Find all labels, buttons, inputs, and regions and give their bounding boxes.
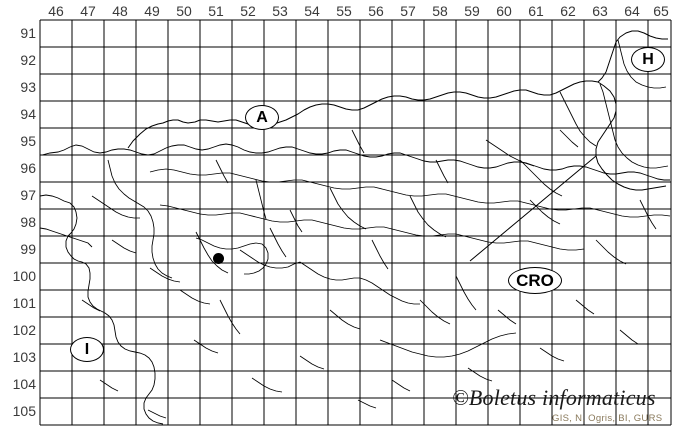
axis-label-x-13: 59 xyxy=(464,3,480,19)
axis-label-x-18: 64 xyxy=(624,3,640,19)
axis-label-x-11: 57 xyxy=(400,3,416,19)
axis-label-x-10: 56 xyxy=(368,3,384,19)
axis-label-x-8: 54 xyxy=(304,3,320,19)
axis-label-x-14: 60 xyxy=(496,3,512,19)
grid-lines xyxy=(39,19,672,426)
axis-label-x-1: 47 xyxy=(80,3,96,19)
country-tag-italy: I xyxy=(70,337,104,362)
occurrence-dot xyxy=(213,253,224,264)
axis-label-x-6: 52 xyxy=(240,3,256,19)
data-source-credit: GIS, N. Ogris, BI, GURS xyxy=(552,413,663,424)
axis-label-y-10: 101 xyxy=(12,295,36,311)
axis-label-y-11: 102 xyxy=(12,322,36,338)
axis-label-x-5: 51 xyxy=(208,3,224,19)
inner-region-outline xyxy=(195,237,269,275)
axis-label-y-12: 103 xyxy=(12,349,36,365)
axis-label-y-4: 95 xyxy=(20,133,36,149)
river-network xyxy=(81,39,671,419)
axis-label-x-0: 46 xyxy=(48,3,64,19)
axis-label-y-3: 94 xyxy=(20,106,36,122)
copyright-label: ©Boletus informaticus xyxy=(452,385,656,410)
axis-label-x-16: 62 xyxy=(560,3,576,19)
axis-label-x-12: 58 xyxy=(432,3,448,19)
axis-label-y-9: 100 xyxy=(12,268,36,284)
axis-label-x-15: 61 xyxy=(528,3,544,19)
axis-label-y-8: 99 xyxy=(20,241,36,257)
axis-label-y-6: 97 xyxy=(20,187,36,203)
axis-label-x-17: 63 xyxy=(592,3,608,19)
axis-label-x-3: 49 xyxy=(144,3,160,19)
axis-label-x-19: 65 xyxy=(653,3,669,19)
axis-label-y-7: 98 xyxy=(20,214,36,230)
adriatic-coastline xyxy=(39,194,164,425)
axis-label-x-4: 50 xyxy=(176,3,192,19)
axis-label-x-9: 55 xyxy=(336,3,352,19)
country-tag-croatia: CRO xyxy=(508,267,562,294)
axis-label-y-14: 105 xyxy=(12,403,36,419)
axis-label-y-2: 93 xyxy=(20,79,36,95)
northern-border-line xyxy=(41,143,670,181)
country-tag-hungary: H xyxy=(631,47,665,72)
axis-label-x-7: 53 xyxy=(272,3,288,19)
axis-label-y-13: 104 xyxy=(12,376,36,392)
axis-label-y-1: 92 xyxy=(20,52,36,68)
country-border-outline xyxy=(127,30,668,262)
axis-label-x-2: 48 xyxy=(112,3,128,19)
axis-label-y-0: 91 xyxy=(20,25,36,41)
country-tag-austria: A xyxy=(245,105,279,130)
axis-label-y-5: 96 xyxy=(20,160,36,176)
